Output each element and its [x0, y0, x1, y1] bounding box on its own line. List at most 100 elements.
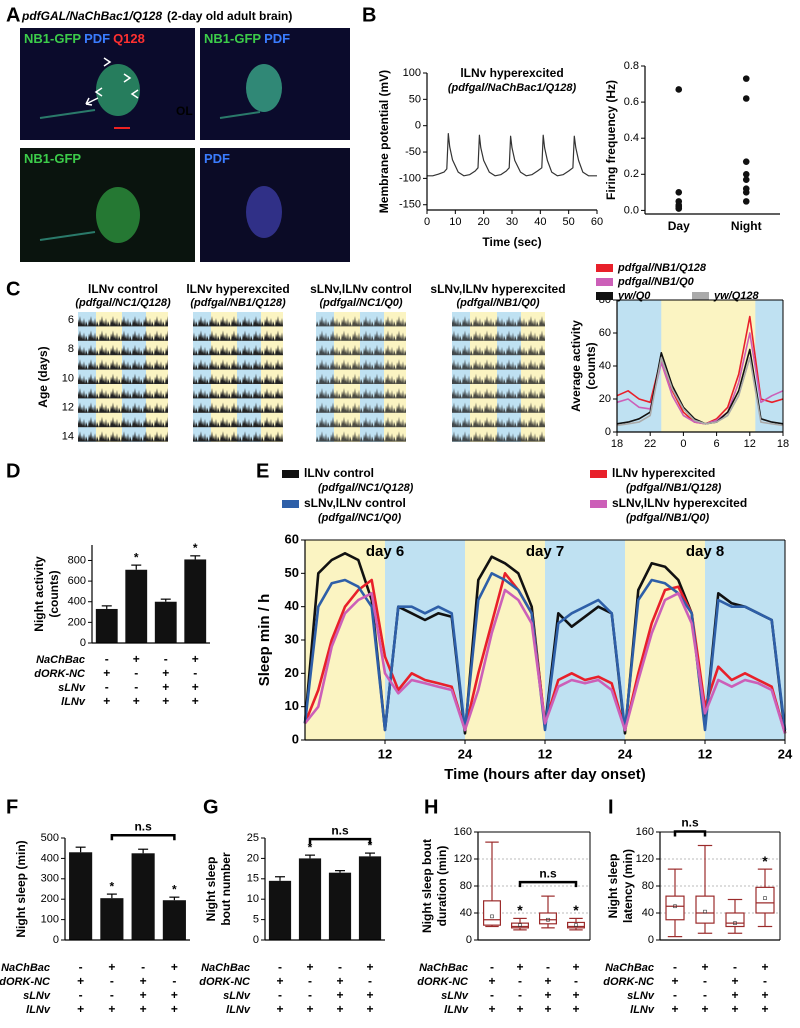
point: [742, 189, 750, 196]
cell-cluster: [96, 187, 140, 243]
genotype-sign: +: [276, 1002, 283, 1016]
x-tick-label: 30: [506, 216, 518, 228]
box: [511, 922, 530, 929]
genotype-sign: +: [133, 652, 140, 666]
genotype-sign: +: [761, 1002, 768, 1016]
point: [742, 158, 750, 165]
actograms: [78, 312, 545, 442]
day-label: day 6: [366, 543, 404, 560]
y-axis-label: (counts): [47, 570, 61, 617]
genotype-sign: -: [518, 988, 522, 1002]
channel-label: NB1-GFP: [24, 31, 81, 46]
y-axis-label: Night sleep: [606, 854, 620, 919]
genotype-sign: +: [192, 652, 199, 666]
day-label: day 7: [526, 543, 564, 560]
genotype-sign: +: [366, 988, 373, 1002]
actogram-genotype: (pdfgal/NB1/Q128): [190, 297, 286, 309]
y-tick-label: 0: [53, 934, 59, 946]
x-axis-label: Time (hours after day onset): [444, 766, 645, 783]
x-tick-label: 12: [378, 746, 392, 761]
panel-label: C: [6, 278, 20, 300]
genotype-row-label: NaChBac: [36, 654, 85, 666]
genotype-row-label: dORK-NC: [603, 976, 655, 988]
point: [742, 95, 750, 102]
mean: [673, 904, 677, 909]
genotype-sign: +: [336, 988, 343, 1002]
genotype-sign: -: [134, 680, 138, 694]
y-tick-label: 80: [642, 880, 654, 892]
genotype-sign: +: [162, 694, 169, 708]
genotype-sign: +: [572, 988, 579, 1002]
y-axis-label: Firing frequency (Hz): [604, 80, 618, 200]
bar: [95, 608, 118, 643]
point: [742, 75, 750, 82]
genotype-sign: -: [308, 988, 312, 1002]
y-tick-label: 100: [41, 914, 59, 926]
point: [675, 189, 683, 196]
panel-label: E: [256, 460, 269, 482]
genotype-sign: +: [306, 960, 313, 974]
y-tick-label: 20: [285, 665, 299, 680]
y-tick-label: 0.6: [624, 96, 639, 108]
y-tick-label: 50: [285, 565, 299, 580]
genotype-sign: +: [544, 974, 551, 988]
y-tick-label: 160: [454, 826, 472, 838]
actogram-title: sLNv,lLNv control: [310, 282, 412, 296]
genotype-sign: -: [763, 974, 767, 988]
actogram-genotype: (pdfgal/NC1/Q0): [319, 297, 402, 309]
comparison-label: n.s: [681, 816, 699, 830]
y-tick-label: 0.4: [624, 132, 639, 144]
mean: [763, 896, 767, 900]
genotype-sign: +: [488, 974, 495, 988]
y-tick-label: 120: [454, 853, 472, 865]
image-label: NB1-GFP: [24, 151, 81, 166]
genotype-sign: -: [490, 960, 494, 974]
genotype-sign: +: [77, 974, 84, 988]
genotype-sign: +: [671, 1002, 678, 1016]
y-tick-label: 0: [605, 426, 611, 438]
y-axis-label: Average activity: [569, 320, 583, 412]
y-tick-label: -50: [405, 146, 421, 158]
genotype-sign: +: [731, 1002, 738, 1016]
image-label: NB1-GFP PDF Q128: [24, 31, 145, 46]
mean: [518, 923, 522, 927]
actogram: [316, 312, 406, 442]
x-tick-label: 60: [591, 216, 603, 228]
comparison-bracket: [110, 833, 176, 841]
genotype-sign: +: [140, 1002, 147, 1016]
channel-label: NB1-GFP: [24, 151, 81, 166]
significance: *: [368, 838, 373, 852]
genotype-sign: +: [701, 1002, 708, 1016]
y-tick-label: 0: [648, 934, 654, 946]
chart-subtitle: (pdfgal/NaChBac1/Q128): [448, 82, 577, 94]
genotype-sign: +: [171, 960, 178, 974]
actogram-title: lLNv hyperexcited: [186, 282, 289, 296]
genotype-sign: -: [546, 960, 550, 974]
genotype-sign: +: [103, 694, 110, 708]
genotype-sign: +: [306, 1002, 313, 1016]
genotype-sign: +: [192, 694, 199, 708]
legend-swatch: [596, 278, 613, 286]
age-tick: 10: [62, 372, 74, 384]
x-tick-label: 24: [618, 746, 633, 761]
genotype-sign: +: [488, 1002, 495, 1016]
comparison-label: n.s: [331, 823, 349, 837]
genotype-sign: -: [105, 652, 109, 666]
genotype-sign: +: [171, 988, 178, 1002]
legend-swatch: [282, 500, 299, 508]
channel-label: PDF: [84, 31, 110, 46]
genotype-row-label: dORK-NC: [0, 976, 51, 988]
projection: [39, 109, 261, 241]
y-tick-label: 100: [403, 67, 421, 79]
y-tick-label: 500: [41, 832, 59, 844]
channel-label: PDF: [204, 151, 230, 166]
point: [742, 198, 750, 205]
y-tick-label: 300: [41, 873, 59, 885]
genotype-sign: -: [673, 960, 677, 974]
panel-label: G: [203, 796, 219, 818]
significance: *: [573, 902, 579, 918]
genotype-sign: +: [133, 694, 140, 708]
cell-cluster: [246, 64, 282, 112]
genotype-sign: +: [276, 974, 283, 988]
y-tick-label: 160: [636, 826, 654, 838]
